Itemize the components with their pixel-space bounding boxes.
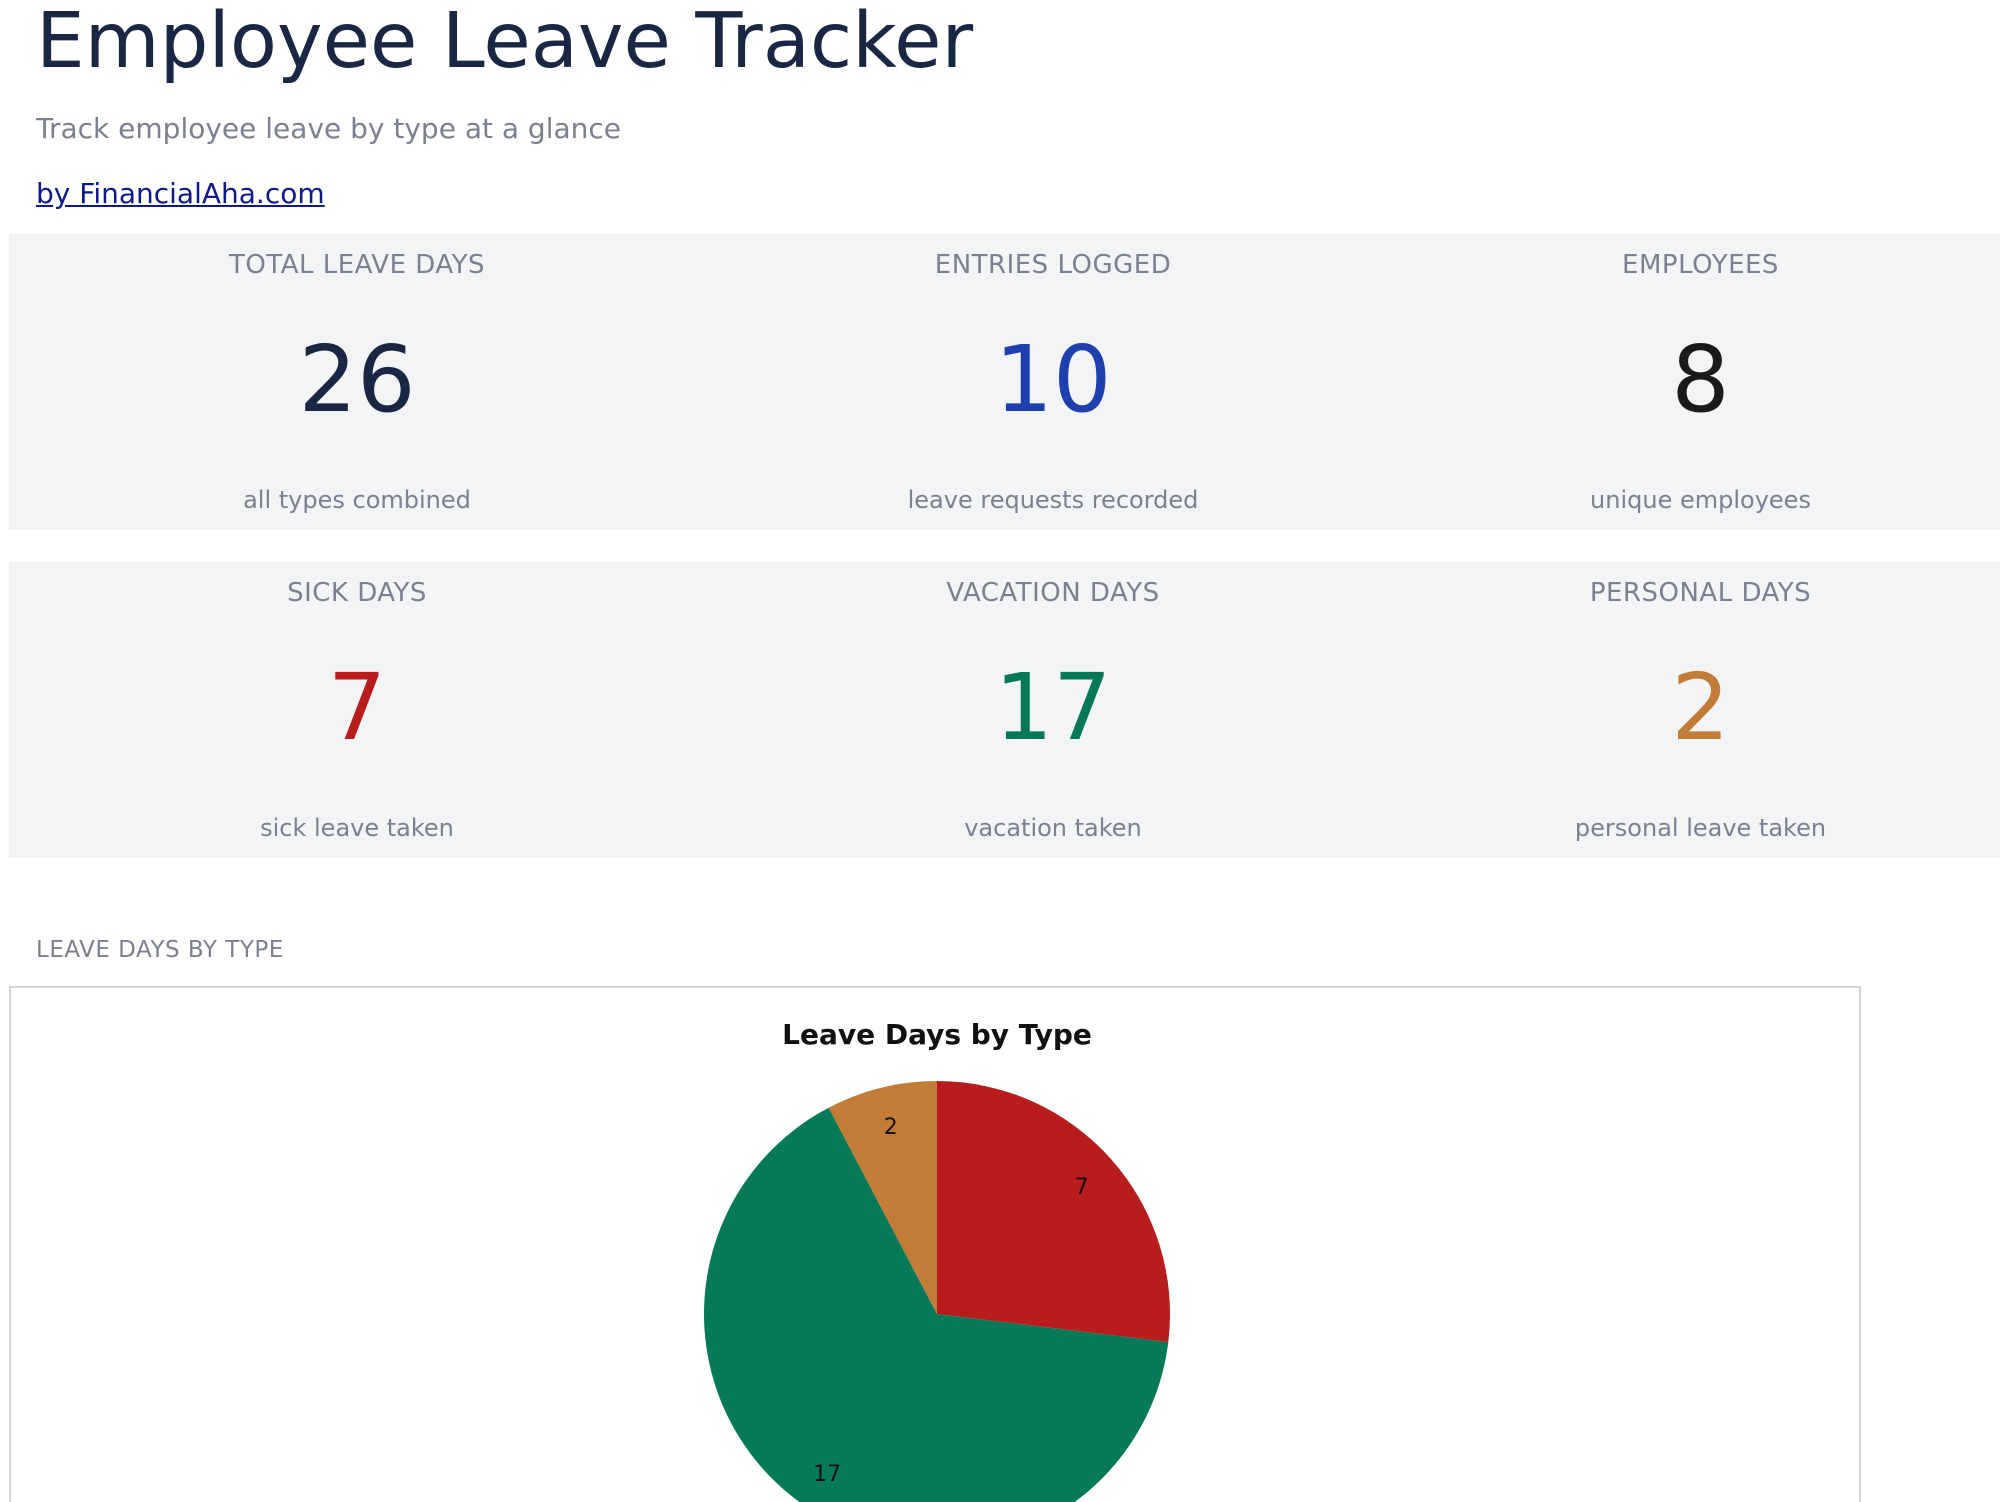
kpi-caption: leave requests recorded (907, 486, 1199, 514)
leave-pie-chart: Leave Days by Type 7 17 2 (704, 1018, 1170, 1502)
kpi-vacation-days: VACATION DAYS 17 vacation taken (705, 562, 1401, 858)
kpi-caption: sick leave taken (260, 814, 454, 842)
kpi-sick-days: SICK DAYS 7 sick leave taken (9, 562, 705, 858)
kpi-value: 2 (1671, 654, 1730, 761)
page-subtitle: Track employee leave by type at a glance (36, 112, 622, 145)
kpi-entries-logged: ENTRIES LOGGED 10 leave requests recorde… (705, 234, 1401, 530)
chart-section-label: LEAVE DAYS BY TYPE (36, 937, 284, 963)
pie-label-personal: 2 (884, 1115, 898, 1140)
kpi-caption: unique employees (1590, 486, 1811, 514)
kpi-value: 17 (994, 654, 1112, 761)
pie-label-vacation: 17 (813, 1462, 841, 1487)
kpi-label: PERSONAL DAYS (1589, 578, 1812, 608)
kpi-total-leave-days: TOTAL LEAVE DAYS 26 all types combined (9, 234, 705, 530)
kpi-employees: EMPLOYEES 8 unique employees (1401, 234, 2000, 530)
pie-label-sick: 7 (1075, 1175, 1089, 1200)
kpi-value: 26 (298, 326, 416, 433)
pie-slice-vacation (704, 1107, 1169, 1502)
kpi-value: 7 (327, 654, 387, 761)
kpi-label: TOTAL LEAVE DAYS (229, 250, 485, 280)
kpi-row-by-type: SICK DAYS 7 sick leave taken VACATION DA… (9, 562, 2000, 858)
kpi-caption: all types combined (243, 486, 471, 514)
leave-pie-chart-panel: Leave Days by Type 7 17 2 (9, 986, 1861, 1502)
kpi-personal-days: PERSONAL DAYS 2 personal leave taken (1401, 562, 2000, 858)
kpi-label: SICK DAYS (287, 578, 427, 608)
kpi-label: ENTRIES LOGGED (934, 250, 1172, 280)
kpi-row-summary: TOTAL LEAVE DAYS 26 all types combined E… (9, 234, 2000, 530)
kpi-label: EMPLOYEES (1622, 250, 1779, 280)
pie-slice-personal (828, 1081, 937, 1314)
kpi-value: 8 (1671, 326, 1730, 433)
kpi-caption: personal leave taken (1574, 814, 1827, 842)
kpi-label: VACATION DAYS (946, 578, 1160, 608)
pie-slice-sick (937, 1081, 1170, 1343)
kpi-caption: vacation taken (964, 814, 1142, 842)
byline-link[interactable]: by FinancialAha.com (36, 177, 325, 210)
page-title: Employee Leave Tracker (36, 0, 974, 86)
chart-title: Leave Days by Type (782, 1018, 1092, 1051)
kpi-value: 10 (994, 326, 1112, 433)
